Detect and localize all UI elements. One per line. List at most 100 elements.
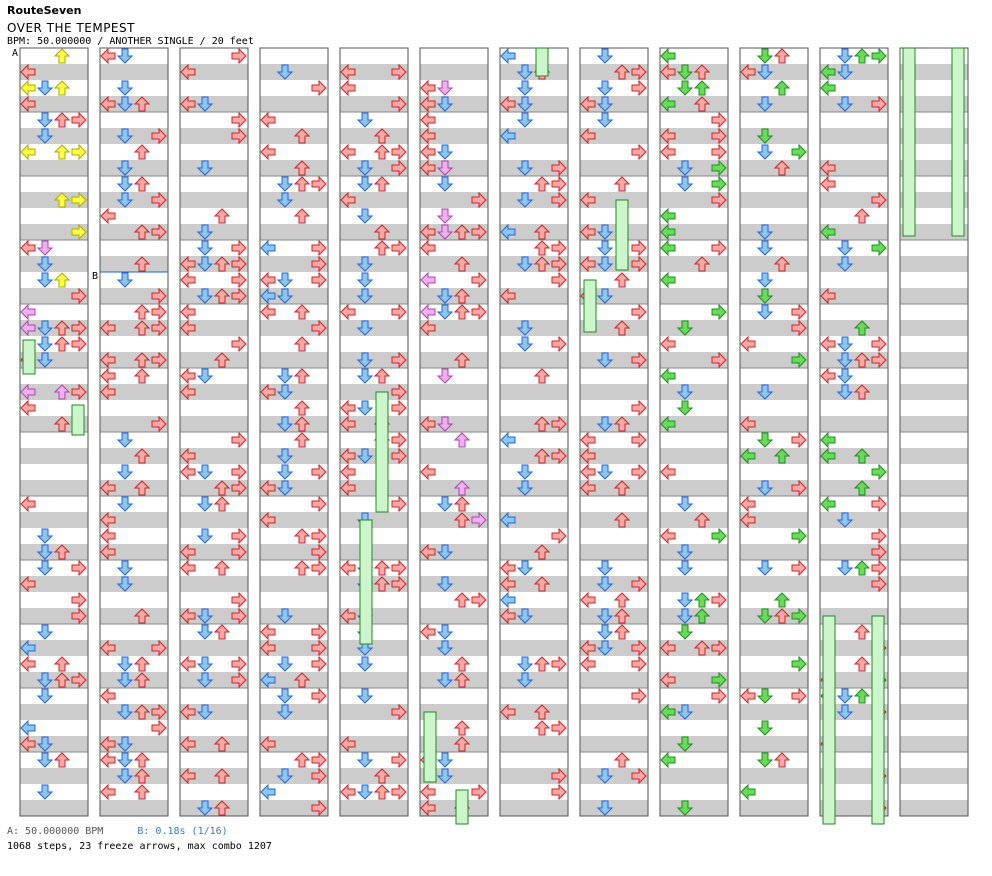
step-arrow-icon bbox=[196, 704, 214, 720]
step-arrow-icon bbox=[551, 415, 567, 433]
step-arrow-icon bbox=[356, 320, 374, 336]
step-arrow-icon bbox=[420, 463, 436, 481]
step-arrow-icon bbox=[180, 463, 196, 481]
step-arrow-icon bbox=[516, 160, 534, 176]
step-arrow-icon bbox=[356, 448, 374, 464]
step-arrow-icon bbox=[420, 623, 436, 641]
step-arrow-icon bbox=[133, 368, 151, 384]
chart-stripe bbox=[340, 96, 408, 112]
step-arrow-icon bbox=[660, 223, 676, 241]
step-arrow-icon bbox=[151, 319, 167, 337]
chart-stripe bbox=[660, 448, 728, 464]
step-arrow-icon bbox=[293, 416, 311, 432]
step-arrow-icon bbox=[116, 496, 134, 512]
chart-stripe bbox=[100, 672, 168, 688]
chart-stripe bbox=[820, 480, 888, 496]
chart-stripe bbox=[180, 128, 248, 144]
step-arrow-icon bbox=[356, 656, 374, 672]
step-arrow-icon bbox=[260, 639, 276, 657]
step-arrow-icon bbox=[53, 112, 71, 128]
step-arrow-icon bbox=[500, 223, 516, 241]
step-arrow-icon bbox=[311, 319, 327, 337]
chart-column bbox=[659, 47, 729, 817]
chart-stripe bbox=[260, 128, 328, 144]
step-arrow-icon bbox=[276, 64, 294, 80]
chart-stripe bbox=[260, 704, 328, 720]
chart-stripe bbox=[340, 384, 408, 400]
step-arrow-icon bbox=[293, 368, 311, 384]
step-arrow-icon bbox=[756, 288, 774, 304]
chart-stripe bbox=[260, 512, 328, 528]
step-arrow-icon bbox=[340, 479, 356, 497]
step-arrow-icon bbox=[391, 63, 407, 81]
step-arrow-icon bbox=[311, 687, 327, 705]
step-arrow-icon bbox=[756, 144, 774, 160]
step-arrow-icon bbox=[436, 576, 454, 592]
chart-column bbox=[19, 47, 89, 817]
step-arrow-icon bbox=[420, 319, 436, 337]
step-arrow-icon bbox=[391, 431, 407, 449]
chart-stripe bbox=[420, 160, 488, 176]
chart-stripe bbox=[900, 288, 968, 304]
chart-stripe bbox=[420, 544, 488, 560]
step-arrow-icon bbox=[836, 240, 854, 256]
chart-stripe bbox=[900, 704, 968, 720]
step-arrow-icon bbox=[53, 80, 71, 96]
chart-stripe bbox=[100, 224, 168, 240]
step-arrow-icon bbox=[276, 192, 294, 208]
step-arrow-icon bbox=[820, 287, 836, 305]
step-arrow-icon bbox=[613, 272, 631, 288]
step-arrow-icon bbox=[740, 415, 756, 433]
chart-stripe bbox=[900, 384, 968, 400]
chart-stripe bbox=[340, 480, 408, 496]
chart-stripe bbox=[500, 576, 568, 592]
step-arrow-icon bbox=[791, 527, 807, 545]
step-arrow-icon bbox=[500, 591, 516, 609]
step-arrow-icon bbox=[180, 735, 196, 753]
step-arrow-icon bbox=[436, 96, 454, 112]
step-arrow-icon bbox=[196, 96, 214, 112]
step-arrow-icon bbox=[276, 608, 294, 624]
step-arrow-icon bbox=[340, 303, 356, 321]
chart-stripe bbox=[100, 576, 168, 592]
chart-stripe bbox=[500, 704, 568, 720]
step-arrow-icon bbox=[436, 544, 454, 560]
chart-stripe bbox=[340, 576, 408, 592]
step-arrow-icon bbox=[340, 447, 356, 465]
chart-stripe bbox=[740, 480, 808, 496]
step-arrow-icon bbox=[711, 671, 727, 689]
step-arrow-icon bbox=[596, 112, 614, 128]
chart-stripe bbox=[340, 288, 408, 304]
step-arrow-icon bbox=[551, 783, 567, 801]
chart-stripe bbox=[20, 224, 88, 240]
chart-stripe bbox=[180, 160, 248, 176]
step-arrow-icon bbox=[276, 288, 294, 304]
step-arrow-icon bbox=[133, 448, 151, 464]
chart-stripe bbox=[20, 288, 88, 304]
step-arrow-icon bbox=[453, 480, 471, 496]
step-arrow-icon bbox=[836, 256, 854, 272]
chart-stripe bbox=[820, 672, 888, 688]
chart-stripe bbox=[260, 672, 328, 688]
step-arrow-icon bbox=[391, 95, 407, 113]
step-arrow-icon bbox=[676, 496, 694, 512]
step-arrow-icon bbox=[471, 303, 487, 321]
chart-stripe bbox=[660, 224, 728, 240]
step-arrow-icon bbox=[871, 335, 887, 353]
step-arrow-icon bbox=[453, 656, 471, 672]
chart-stripe bbox=[820, 576, 888, 592]
step-arrow-icon bbox=[391, 351, 407, 369]
chart-stripe bbox=[20, 352, 88, 368]
chart-stripe bbox=[340, 608, 408, 624]
step-arrow-icon bbox=[311, 79, 327, 97]
chart-meta: BPM: 50.000000 / ANOTHER SINGLE / 20 fee… bbox=[7, 36, 254, 47]
step-arrow-icon bbox=[820, 431, 836, 449]
marker-a: A bbox=[12, 48, 19, 59]
step-arrow-icon bbox=[231, 431, 247, 449]
chart-stripe bbox=[500, 288, 568, 304]
step-stats: 1068 steps, 23 freeze arrows, max combo … bbox=[7, 841, 272, 852]
chart-stripe bbox=[420, 320, 488, 336]
step-arrow-icon bbox=[660, 127, 676, 145]
step-arrow-icon bbox=[820, 495, 836, 513]
step-arrow-icon bbox=[551, 527, 567, 545]
